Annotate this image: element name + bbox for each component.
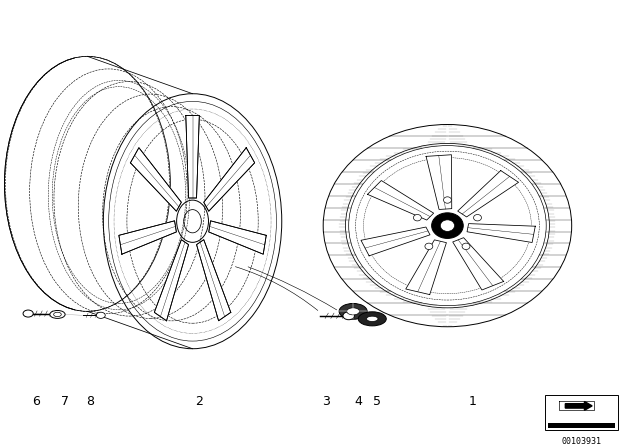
Polygon shape: [406, 240, 447, 295]
Bar: [545, 395, 618, 430]
Polygon shape: [154, 240, 189, 321]
Ellipse shape: [343, 312, 355, 320]
Ellipse shape: [347, 308, 360, 315]
Text: 2: 2: [195, 395, 203, 408]
Text: 8: 8: [86, 395, 95, 408]
Polygon shape: [458, 171, 518, 217]
Polygon shape: [565, 401, 592, 410]
Ellipse shape: [474, 215, 481, 221]
Text: 6: 6: [33, 395, 40, 408]
Polygon shape: [119, 221, 177, 254]
Polygon shape: [452, 238, 504, 290]
Ellipse shape: [431, 213, 463, 238]
Ellipse shape: [440, 220, 454, 231]
Text: 7: 7: [61, 395, 69, 408]
Polygon shape: [361, 227, 430, 256]
Ellipse shape: [367, 316, 378, 322]
Ellipse shape: [425, 243, 433, 250]
Polygon shape: [467, 224, 535, 242]
Polygon shape: [186, 116, 199, 198]
Polygon shape: [196, 240, 231, 321]
Polygon shape: [426, 155, 452, 210]
Polygon shape: [367, 181, 434, 220]
Text: 1: 1: [469, 395, 477, 408]
Text: 5: 5: [373, 395, 381, 408]
Bar: [548, 422, 614, 428]
Ellipse shape: [444, 197, 451, 203]
Text: 4: 4: [355, 395, 362, 408]
Ellipse shape: [23, 310, 33, 317]
Ellipse shape: [358, 312, 387, 326]
Ellipse shape: [462, 243, 470, 250]
Ellipse shape: [413, 215, 421, 221]
Ellipse shape: [97, 312, 105, 319]
Polygon shape: [204, 148, 255, 211]
Text: 3: 3: [323, 395, 330, 408]
Ellipse shape: [339, 303, 367, 319]
Polygon shape: [559, 401, 594, 410]
Polygon shape: [131, 148, 181, 211]
Text: 00103931: 00103931: [561, 437, 601, 446]
Polygon shape: [209, 221, 266, 254]
Ellipse shape: [50, 310, 65, 319]
